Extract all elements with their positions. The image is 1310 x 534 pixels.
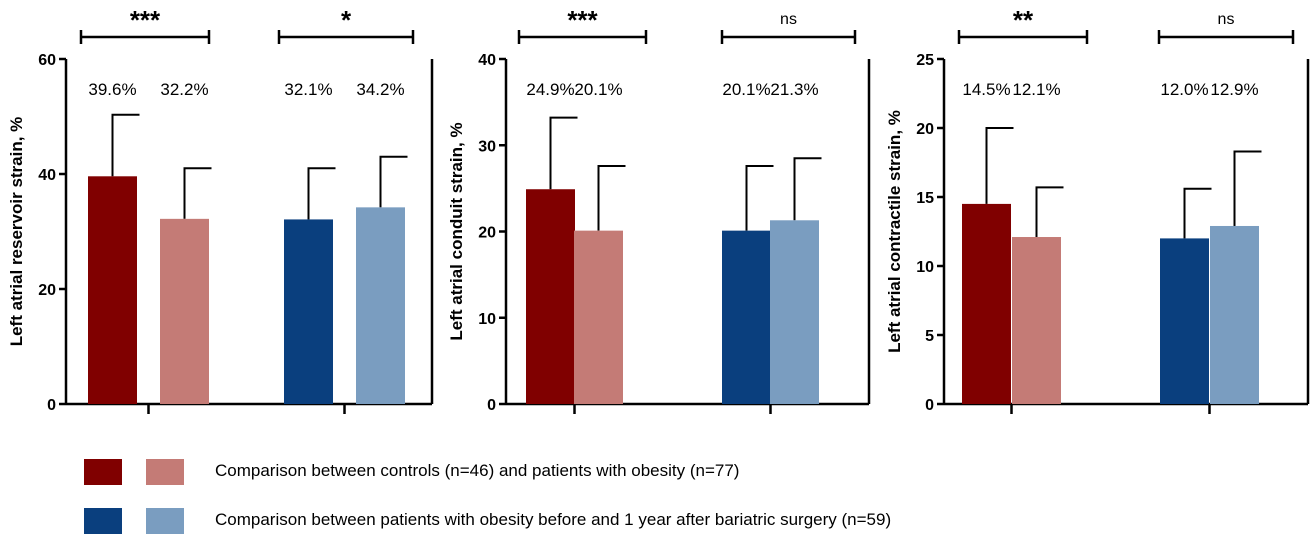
y-tick-label: 20 [478, 225, 496, 242]
y-tick-label: 5 [925, 328, 934, 345]
bar-value-label: 12.0% [1160, 80, 1208, 99]
y-axis-label: Left atrial reservoir strain, % [7, 117, 26, 347]
bar [526, 189, 575, 404]
bar [356, 207, 405, 404]
bar-value-label: 12.9% [1210, 80, 1258, 99]
y-tick-label: 10 [478, 311, 496, 328]
bar [722, 230, 771, 404]
bar [1012, 237, 1061, 404]
chart-panel-2: 0 10 20 30 40 Left atrial conduit strain, % **… [447, 5, 871, 414]
bar-value-label: 32.2% [160, 80, 208, 99]
y-tick-label: 25 [916, 52, 934, 69]
bar-value-label: 24.9% [526, 80, 574, 99]
y-tick-label: 0 [487, 397, 496, 414]
bar-value-label: 12.1% [1012, 80, 1060, 99]
y-tick-label: 20 [38, 282, 56, 299]
bar-value-label: 20.1% [574, 80, 622, 99]
y-axis-label: Left atrial conduit strain, % [447, 122, 466, 340]
y-tick-label: 0 [925, 397, 934, 414]
bar-value-label: 39.6% [88, 80, 136, 99]
y-tick-label: 30 [478, 138, 496, 155]
y-tick-label: 60 [38, 52, 56, 69]
bar [1210, 225, 1259, 404]
bar-value-label: 34.2% [356, 80, 404, 99]
significance-label: * [341, 5, 352, 35]
bar [88, 176, 137, 404]
bar [284, 219, 333, 404]
bar [1160, 238, 1209, 404]
bar [160, 218, 209, 404]
bar [770, 220, 819, 404]
bar-value-label: 20.1% [722, 80, 770, 99]
significance-label: ns [780, 11, 797, 28]
y-axis-label: Left atrial contractile strain, % [885, 110, 904, 353]
y-tick-label: 15 [916, 190, 934, 207]
y-tick-label: 0 [47, 397, 56, 414]
bar-value-label: 21.3% [770, 80, 818, 99]
bar-value-label: 32.1% [284, 80, 332, 99]
significance-label: ** [1013, 5, 1034, 35]
y-tick-label: 10 [916, 259, 934, 276]
chart-panel-3: 0 5 10 15 20 25 Left atrial contractile strain… [885, 5, 1310, 414]
significance-label: *** [130, 5, 161, 35]
bar [574, 230, 623, 404]
significance-label: ns [1218, 11, 1235, 28]
bar [962, 203, 1011, 404]
y-tick-label: 20 [916, 121, 934, 138]
bar-value-label: 14.5% [962, 80, 1010, 99]
y-tick-label: 40 [38, 167, 56, 184]
y-tick-label: 40 [478, 52, 496, 69]
significance-label: *** [567, 5, 598, 35]
